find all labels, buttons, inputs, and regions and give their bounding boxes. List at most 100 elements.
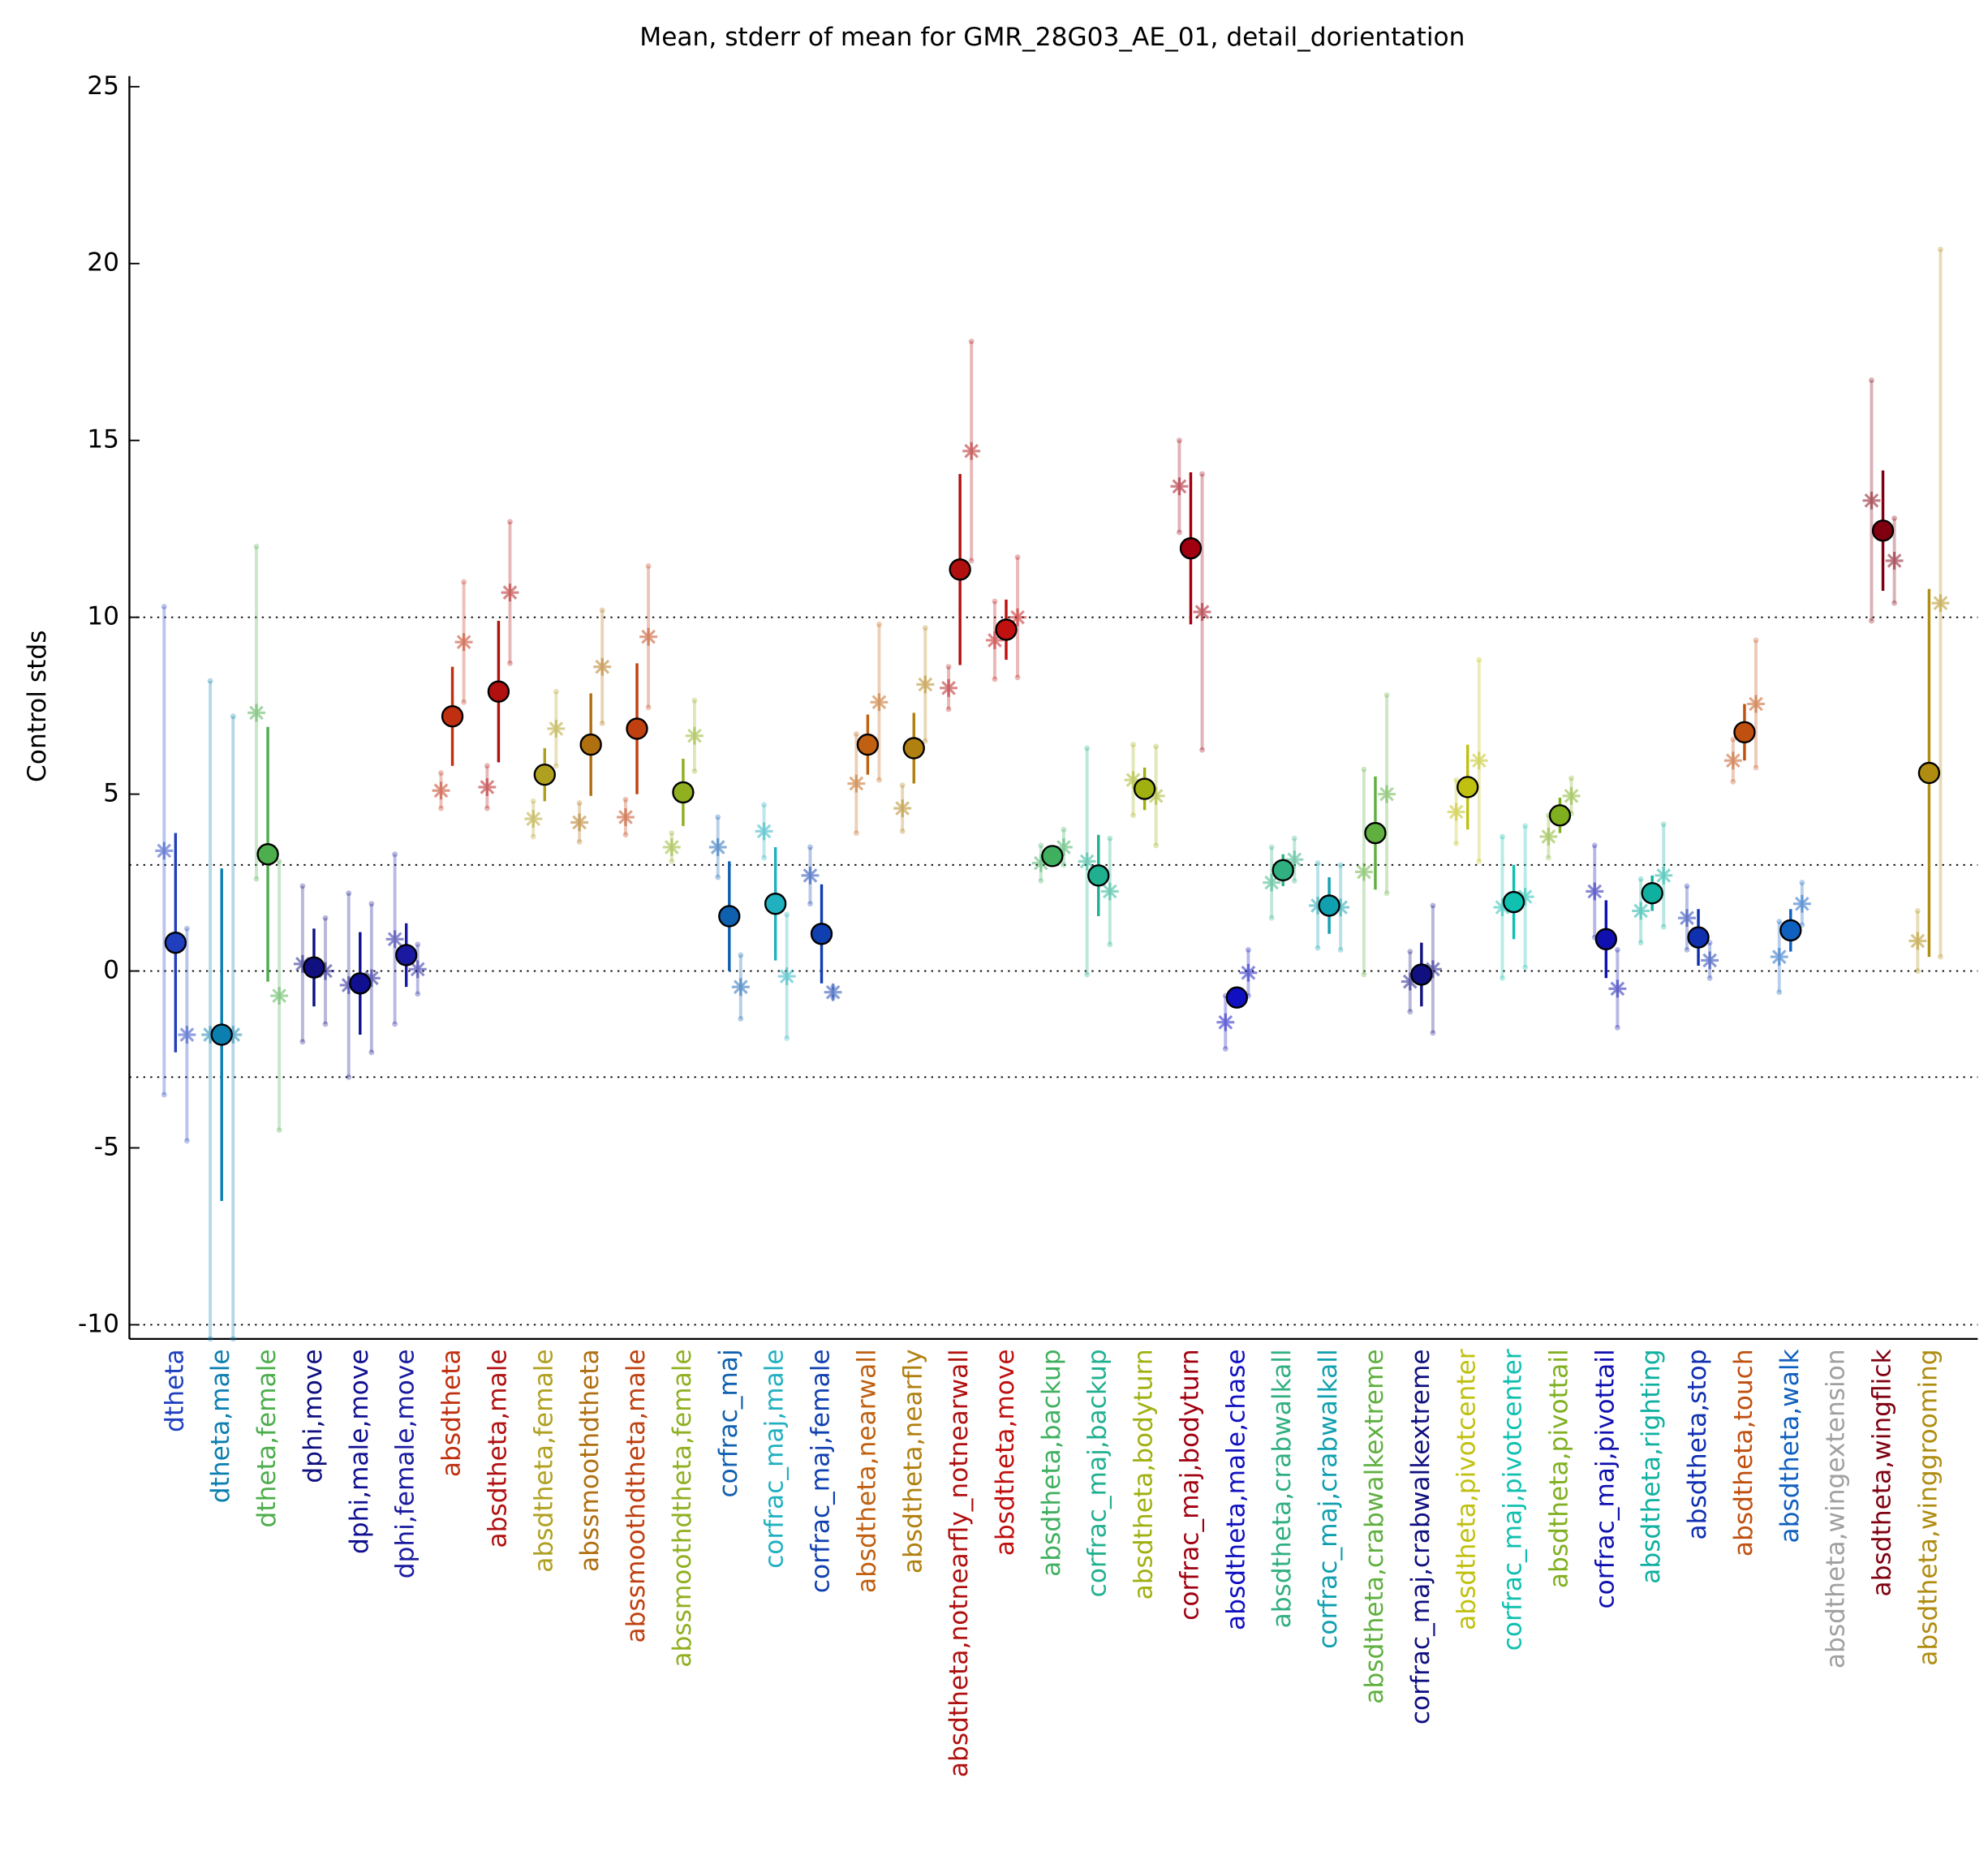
star-marker	[1009, 608, 1026, 626]
error-cap	[622, 796, 629, 803]
mean-marker	[764, 893, 787, 915]
x-tick-label: absdtheta,righting	[1637, 1349, 1666, 1583]
error-cap	[1637, 940, 1644, 946]
x-tick-label: absdtheta,pivottail	[1544, 1349, 1573, 1588]
error-cap	[922, 625, 928, 631]
x-tick-label: corfrac_maj,crabwalkall	[1314, 1349, 1343, 1648]
error-cap	[1130, 812, 1136, 819]
x-tick-label: abssmoothdtheta,female	[668, 1349, 697, 1667]
x-tick-label: absdtheta,pivotcenter	[1452, 1349, 1482, 1630]
error-cap	[1383, 890, 1390, 897]
error-cap	[1407, 1009, 1414, 1015]
error-cap	[1476, 657, 1482, 663]
star-marker	[1447, 803, 1465, 821]
star-marker	[962, 441, 981, 460]
error-cap	[576, 800, 583, 806]
x-tick-label: dphi,female,move	[391, 1349, 420, 1578]
error-cap	[1407, 949, 1414, 955]
error-cap	[392, 851, 398, 858]
error-cap	[1637, 876, 1644, 882]
x-tick-label: absdtheta,backup	[1037, 1349, 1066, 1577]
mean-marker	[395, 944, 418, 967]
star-marker	[1124, 771, 1142, 790]
error-cap	[1869, 377, 1874, 384]
x-tick-label: absdtheta,stop	[1683, 1349, 1712, 1539]
error-cap	[1315, 945, 1321, 951]
x-tick-label: corfrac_maj,female	[807, 1349, 836, 1593]
error-cap	[1891, 515, 1898, 522]
mean-marker	[1272, 859, 1294, 881]
star-marker	[1792, 894, 1811, 913]
x-tick-label: absdtheta,notnearfly_notnearwall	[945, 1349, 974, 1777]
star-marker	[1147, 786, 1165, 805]
chart-title: Mean, stderr of mean for GMR_28G03_AE_01…	[639, 23, 1465, 52]
error-cap	[322, 915, 329, 921]
error-cap	[599, 607, 605, 614]
error-cap	[1614, 1024, 1620, 1031]
error-cap	[1084, 971, 1091, 978]
error-cap	[230, 713, 236, 720]
star-marker	[524, 810, 543, 829]
error-cap	[738, 952, 744, 958]
star-marker	[454, 633, 473, 652]
error-cap	[1799, 880, 1805, 886]
star-marker	[1239, 963, 1258, 982]
error-cap	[1084, 745, 1091, 751]
error-cap	[899, 828, 906, 834]
error-cap	[784, 911, 790, 918]
star-marker	[1078, 852, 1096, 871]
error-cap	[415, 941, 421, 948]
error-cap	[1869, 618, 1874, 624]
error-cap	[669, 830, 675, 836]
error-cap	[415, 991, 421, 997]
mean-marker	[856, 733, 880, 756]
star-marker	[339, 976, 358, 994]
error-cap	[738, 1015, 744, 1022]
error-cap	[645, 704, 652, 711]
error-cap	[507, 519, 513, 525]
error-cap	[368, 901, 375, 907]
y-tick-label: -5	[94, 1132, 119, 1161]
star-marker	[1469, 751, 1488, 770]
star-marker	[1632, 902, 1650, 920]
error-cap	[299, 883, 306, 889]
error-cap	[876, 777, 882, 783]
error-cap	[461, 699, 467, 705]
x-tick-label: corfrac_maj,bodyturn	[1175, 1349, 1204, 1620]
star-marker	[893, 799, 912, 817]
star-marker	[570, 813, 589, 832]
error-cap	[1107, 835, 1113, 842]
star-marker	[270, 987, 289, 1005]
star-marker	[224, 1026, 243, 1044]
x-tick-label: dtheta,male	[206, 1349, 235, 1503]
mean-marker	[303, 956, 325, 979]
error-cap	[1753, 637, 1759, 644]
star-marker	[755, 822, 773, 841]
error-cap	[784, 1035, 790, 1041]
y-tick-label: 10	[87, 602, 119, 631]
error-cap	[1222, 1045, 1229, 1052]
error-cap	[853, 731, 859, 737]
error-cap	[1337, 862, 1344, 868]
error-cap	[715, 874, 721, 880]
mean-marker	[210, 1023, 233, 1046]
star-marker	[155, 842, 174, 860]
error-cap	[299, 1039, 306, 1045]
x-tick-label: abssmoothdtheta,male	[622, 1349, 651, 1643]
error-cap	[276, 858, 282, 864]
y-tick-label: 20	[87, 248, 119, 278]
mean-marker	[1457, 776, 1479, 799]
x-tick-label: corfrac_maj,pivottail	[1590, 1349, 1620, 1608]
error-cap	[322, 1021, 329, 1027]
star-marker	[1263, 873, 1281, 892]
error-cap	[1199, 471, 1205, 477]
mean-marker	[1225, 986, 1249, 1009]
mean-marker	[1502, 890, 1525, 914]
star-marker	[1862, 491, 1881, 510]
error-cap	[1291, 877, 1297, 884]
error-cap	[461, 579, 467, 585]
x-tick-label: abssmoothdtheta	[575, 1349, 605, 1572]
mean-marker	[1687, 926, 1710, 949]
error-cap	[1014, 674, 1021, 681]
